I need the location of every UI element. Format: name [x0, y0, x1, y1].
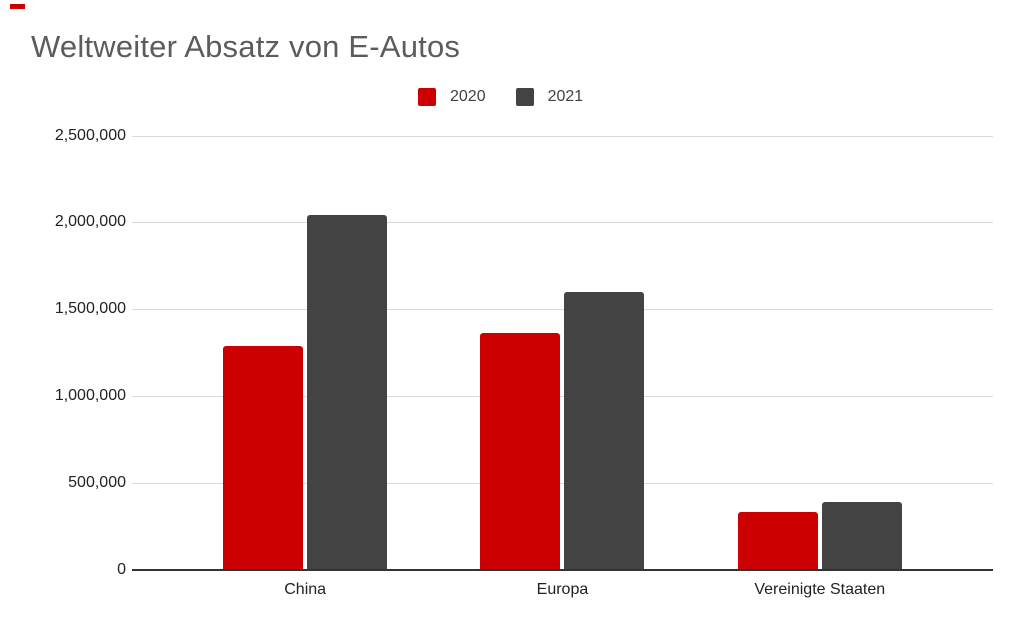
- bar-2020-europa: [480, 333, 561, 570]
- y-axis-tick-label: 2,000,000: [54, 213, 126, 231]
- x-axis-category-label: Europa: [536, 581, 589, 598]
- y-axis-tick-label: 1,500,000: [54, 300, 126, 318]
- y-gridline: [132, 482, 993, 484]
- legend-item-2020: 2020: [418, 88, 486, 106]
- y-axis-tick-label: 0: [117, 560, 126, 578]
- legend-label-2021: 2021: [547, 88, 584, 105]
- y-axis-tick-label: 500,000: [68, 473, 126, 491]
- bar-2020-vereinigte-staaten: [737, 512, 818, 570]
- y-gridline: [132, 309, 993, 311]
- x-axis-category-label: Vereinigte Staaten: [754, 581, 886, 598]
- y-axis-tick-label: 1,000,000: [54, 386, 126, 404]
- bar-2021-china: [307, 215, 388, 570]
- bar-2020-china: [223, 345, 304, 570]
- bar-2021-vereinigte-staaten: [821, 501, 902, 570]
- y-axis-tick-label: 2,500,000: [54, 126, 126, 144]
- y-gridline: [132, 135, 993, 137]
- legend-label-2020: 2020: [450, 88, 486, 105]
- x-axis-category-label: China: [284, 581, 327, 598]
- x-axis-line: [132, 568, 993, 571]
- legend-swatch-2020-icon: [418, 88, 436, 106]
- legend: 2020 2021: [418, 88, 583, 106]
- y-gridline: [132, 395, 993, 397]
- legend-swatch-2021-icon: [515, 88, 534, 106]
- red-dash-marker: [10, 4, 25, 9]
- legend-item-2021: 2021: [515, 88, 584, 106]
- y-gridline: [132, 222, 993, 224]
- bar-2021-europa: [564, 291, 645, 570]
- chart-title: Weltweiter Absatz von E-Autos: [31, 29, 461, 64]
